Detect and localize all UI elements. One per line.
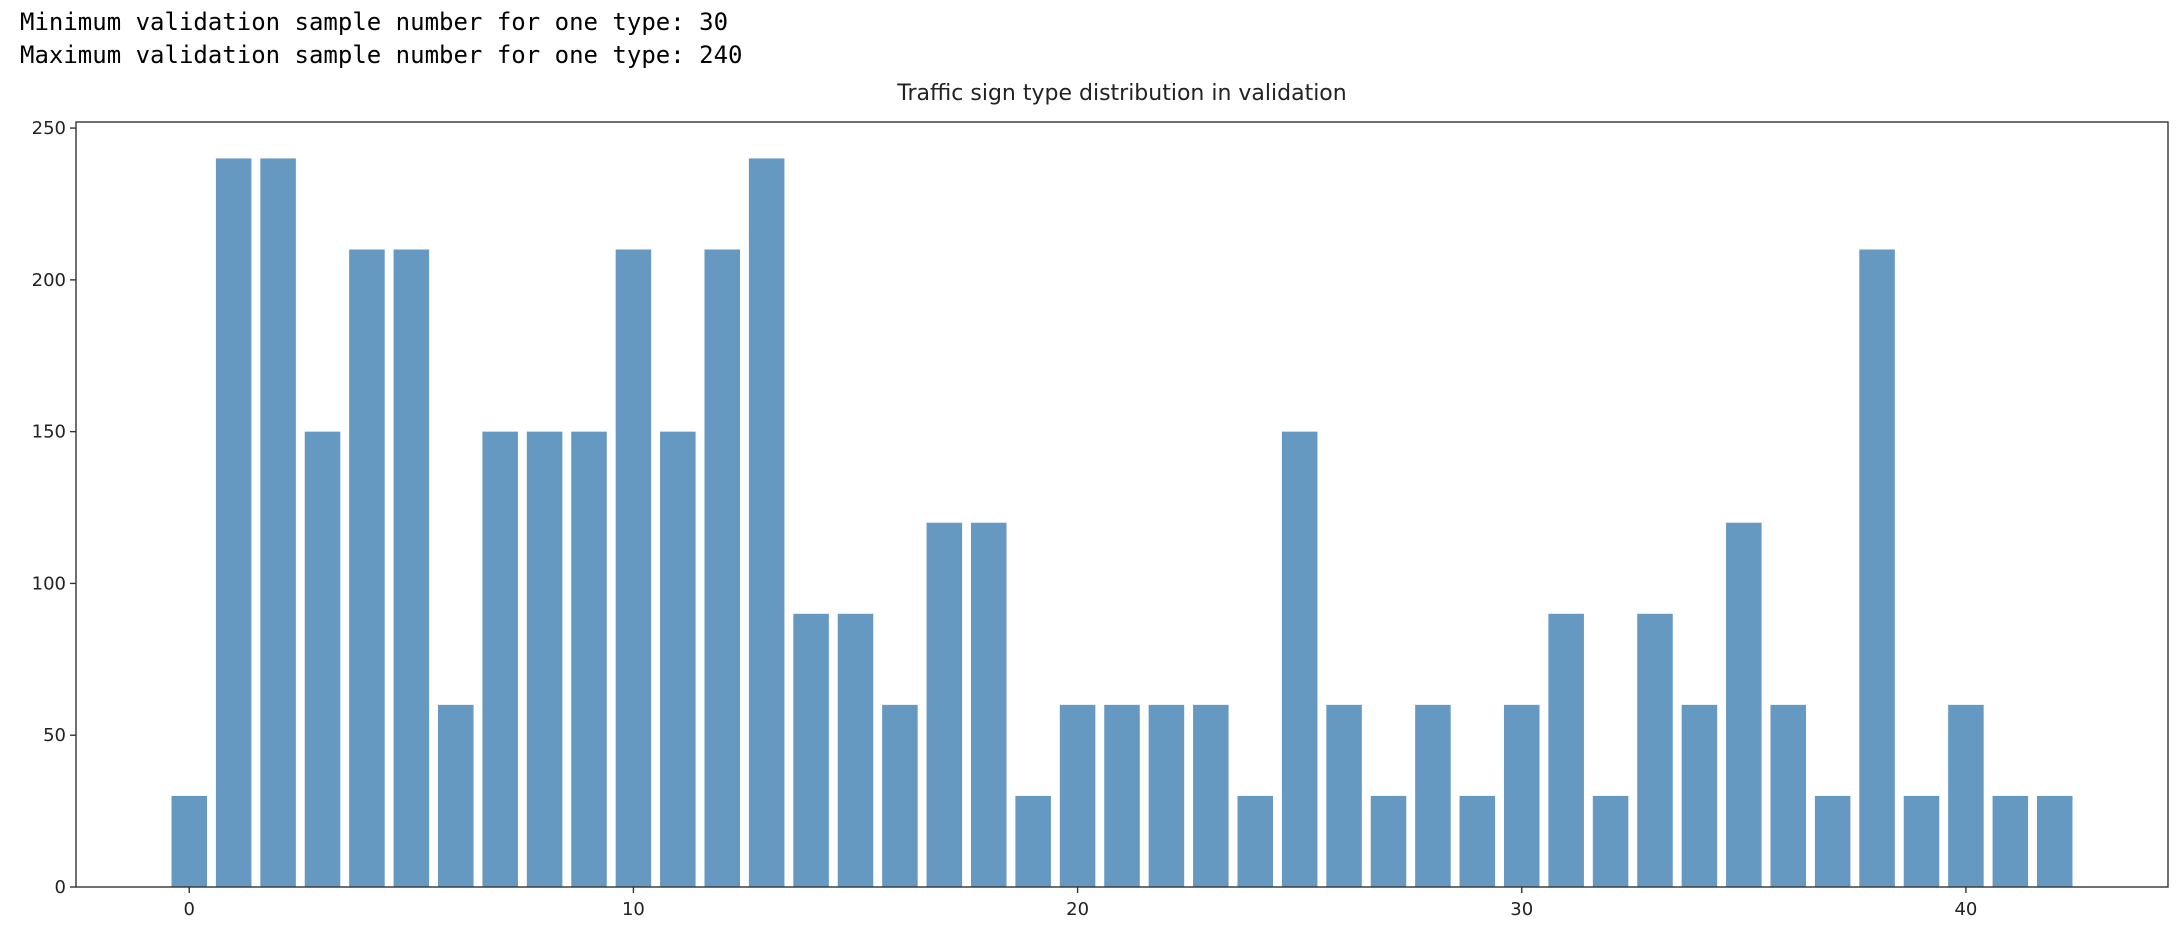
output-line: Maximum validation sample number for one…	[20, 41, 743, 69]
bar	[526, 431, 563, 887]
bar	[1903, 795, 1940, 887]
bar	[1992, 795, 2029, 887]
bar	[1148, 704, 1185, 887]
x-tick-label: 30	[1510, 899, 1533, 920]
bar	[1459, 795, 1496, 887]
bar	[1592, 795, 1629, 887]
bar	[615, 249, 652, 887]
output-line: Minimum validation sample number for one…	[20, 8, 729, 36]
bar	[304, 431, 341, 887]
bar	[215, 158, 252, 887]
bar	[1637, 613, 1673, 887]
bar	[1237, 795, 1274, 887]
bar	[171, 795, 208, 887]
x-tick-label: 0	[184, 899, 195, 920]
bar	[926, 522, 963, 887]
bar	[1859, 249, 1895, 887]
bar	[349, 249, 385, 887]
bar	[1059, 704, 1096, 887]
x-tick-label: 10	[622, 899, 645, 920]
x-tick-label: 40	[1954, 899, 1977, 920]
bar	[1948, 704, 1984, 887]
bar	[1326, 704, 1362, 887]
bar	[1104, 704, 1140, 887]
y-tick-label: 250	[32, 118, 66, 139]
bar	[1415, 704, 1451, 887]
chart-title: Traffic sign type distribution in valida…	[896, 81, 1346, 106]
bar	[571, 431, 607, 887]
bar	[793, 613, 829, 887]
bar	[482, 431, 518, 887]
bar	[260, 158, 296, 887]
y-tick-label: 150	[32, 422, 66, 443]
bar	[1726, 522, 1762, 887]
bar	[837, 613, 874, 887]
bar	[437, 704, 474, 887]
axes-frame	[75, 121, 2169, 888]
bar	[1015, 795, 1051, 887]
bar	[1503, 704, 1540, 887]
bar	[660, 431, 696, 887]
x-tick-label: 20	[1066, 899, 1089, 920]
bar	[1370, 795, 1407, 887]
y-tick-label: 0	[55, 877, 66, 898]
bar	[882, 704, 918, 887]
bar	[704, 249, 741, 887]
bar	[2036, 795, 2073, 887]
y-tick-label: 100	[32, 573, 66, 594]
bar	[748, 158, 785, 887]
bar	[1814, 795, 1851, 887]
bar	[1770, 704, 1807, 887]
bar	[1681, 704, 1718, 887]
y-tick-label: 50	[43, 725, 66, 746]
bar	[1548, 613, 1584, 887]
bar	[1281, 431, 1318, 887]
bar	[1193, 704, 1229, 887]
y-tick-label: 200	[32, 270, 66, 291]
bar	[393, 249, 430, 887]
bar	[970, 522, 1007, 887]
